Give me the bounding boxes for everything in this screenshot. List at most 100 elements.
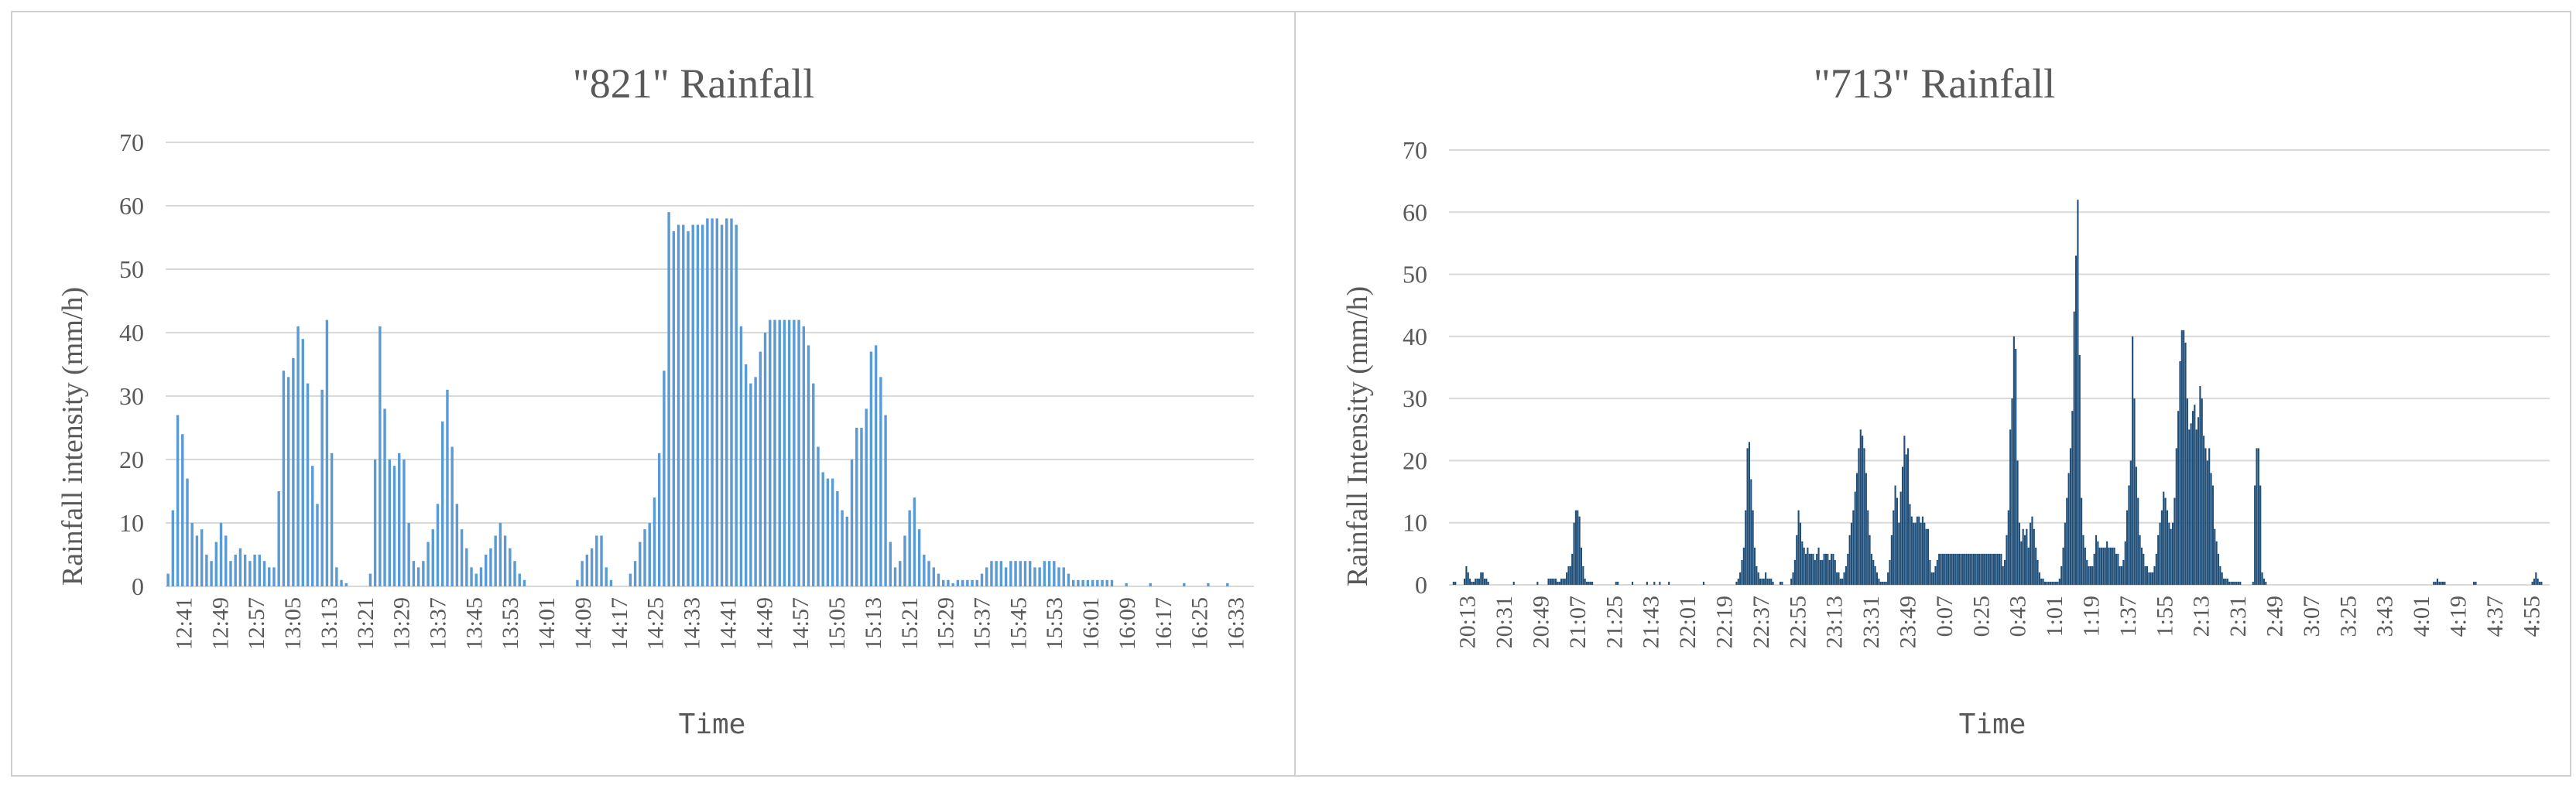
bar [2081, 497, 2083, 585]
x-tick-label: 3:43 [2372, 596, 2398, 637]
bar [855, 428, 858, 586]
bar [1796, 535, 1798, 585]
y-tick-label: 10 [1403, 509, 1427, 537]
bar [1584, 578, 1586, 585]
bar [503, 535, 507, 586]
bar [268, 567, 271, 586]
bar [522, 579, 526, 586]
bar [1954, 553, 1957, 585]
bar [2077, 200, 2079, 585]
bar [2221, 572, 2223, 585]
bar [311, 466, 314, 586]
bar [826, 478, 830, 586]
bar [793, 319, 796, 586]
bar [479, 567, 483, 586]
bar [2078, 354, 2081, 585]
bar [2071, 411, 2074, 585]
bar [1865, 473, 1867, 585]
bar [2235, 581, 2238, 585]
bar [1617, 581, 1619, 585]
bar [1577, 510, 1579, 585]
bar [2031, 516, 2033, 585]
bar [2133, 398, 2136, 585]
bar [1463, 578, 1466, 585]
bar [2226, 578, 2228, 585]
bar [2030, 522, 2032, 585]
x-tick-label: 15:53 [1042, 597, 1067, 650]
bar [1869, 535, 1871, 585]
bar [2159, 522, 2161, 585]
bar [1980, 553, 1982, 585]
bar [1803, 547, 1805, 585]
bar [2084, 547, 2086, 585]
bar [200, 529, 204, 586]
bar [1574, 510, 1577, 585]
x-tick-label: 12:41 [171, 597, 197, 650]
bar [1883, 581, 1886, 585]
bar [2208, 448, 2211, 585]
bar [186, 478, 189, 586]
bar [1564, 578, 1566, 585]
bar [446, 389, 449, 586]
bar [1965, 553, 1968, 585]
x-tick-label: 14:17 [607, 597, 632, 650]
bar [2261, 572, 2263, 585]
bar [648, 523, 651, 586]
bar [908, 510, 911, 586]
bar [2140, 547, 2143, 585]
bar [2033, 528, 2035, 585]
bar [1930, 572, 1933, 585]
bar [985, 567, 988, 586]
bar [1478, 578, 1480, 585]
x-tick-label: 15:29 [933, 597, 959, 650]
bar [1735, 581, 1738, 585]
bar [450, 446, 454, 586]
bar [2217, 553, 2220, 585]
bar [1934, 565, 1937, 585]
x-tick-label: 1:55 [2152, 596, 2177, 637]
bar [1812, 553, 1814, 585]
bar [2263, 578, 2266, 585]
bar [2170, 528, 2172, 585]
bar [1898, 522, 1900, 585]
bar [1646, 581, 1648, 585]
bar [2537, 578, 2539, 585]
bar [2020, 541, 2023, 585]
y-tick-label: 20 [119, 446, 144, 473]
bar [426, 541, 430, 586]
bar [860, 428, 863, 586]
gridlines [1449, 149, 2550, 586]
bar [2164, 497, 2167, 585]
bar [320, 389, 324, 586]
bar [1872, 559, 1875, 585]
bar [1750, 479, 1752, 585]
y-tick-label: 40 [119, 319, 144, 347]
bar [1901, 466, 1904, 585]
bar [485, 555, 488, 586]
bar [286, 377, 290, 586]
bar [1854, 491, 1856, 585]
bar [1226, 582, 1229, 586]
bar [1933, 572, 1935, 585]
bars [1452, 200, 2543, 585]
bar [1859, 429, 1862, 585]
bar [1485, 578, 1488, 585]
bar [1014, 561, 1017, 586]
bar [1476, 578, 1478, 585]
x-tick-label: 16:25 [1187, 597, 1213, 650]
x-tick-label: 4:37 [2482, 596, 2508, 637]
bar [2119, 565, 2121, 585]
bar [1828, 559, 1831, 585]
bar [2444, 581, 2446, 585]
x-tick-label: 2:31 [2225, 596, 2251, 637]
x-tick-label: 15:13 [861, 597, 886, 650]
bar [1793, 559, 1796, 585]
bar [657, 453, 661, 586]
bar [2144, 565, 2146, 585]
bar [1110, 579, 1114, 586]
bar [2166, 510, 2169, 585]
bar [1885, 581, 1887, 585]
x-tick-label: 0:43 [2006, 596, 2031, 637]
bars [166, 212, 1229, 586]
x-tick-label: 20:49 [1529, 596, 1554, 648]
